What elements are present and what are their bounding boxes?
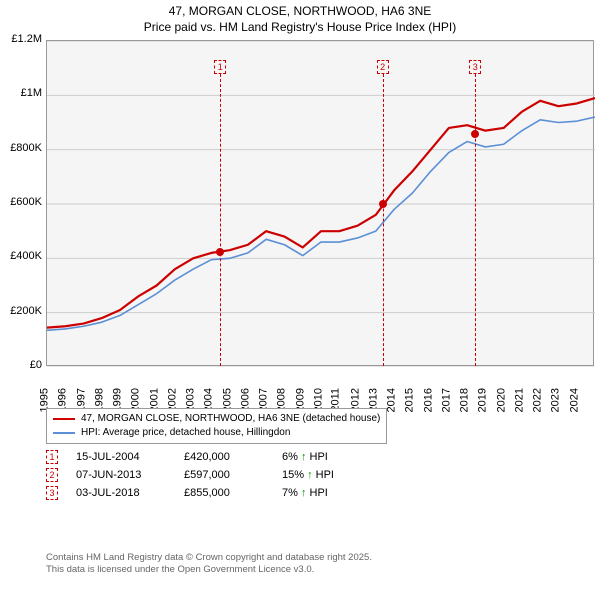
sales-row: 2 07-JUN-2013 £597,000 15% ↑ HPI [46,466,372,484]
legend-label: HPI: Average price, detached house, Hill… [81,426,290,440]
sales-row-date: 07-JUN-2013 [76,469,166,481]
x-tick-label: 2023 [550,388,562,412]
chart-title: 47, MORGAN CLOSE, NORTHWOOD, HA6 3NE Pri… [0,0,600,35]
sales-row-index: 2 [46,468,58,482]
sales-row: 1 15-JUL-2004 £420,000 6% ↑ HPI [46,448,372,466]
sales-row-diff: 7% ↑ HPI [282,487,372,499]
title-line-1: 47, MORGAN CLOSE, NORTHWOOD, HA6 3NE [0,4,600,20]
sale-marker-box: 3 [469,60,481,74]
sales-row-diff: 6% ↑ HPI [282,451,372,463]
x-tick-label: 2020 [495,388,507,412]
sales-row-price: £420,000 [184,451,264,463]
legend-swatch [53,418,75,420]
sales-row-price: £597,000 [184,469,264,481]
x-tick-label: 2022 [532,388,544,412]
sales-row-index: 1 [46,450,58,464]
sale-marker-dot [379,200,387,208]
x-tick-label: 2021 [513,388,525,412]
x-tick-label: 2019 [477,388,489,412]
legend: 47, MORGAN CLOSE, NORTHWOOD, HA6 3NE (de… [46,408,387,444]
chart-container: 47, MORGAN CLOSE, NORTHWOOD, HA6 3NE Pri… [0,0,600,590]
y-tick-label: £1.2M [2,33,42,45]
footer-line-2: This data is licensed under the Open Gov… [46,564,372,576]
y-tick-label: £0 [2,359,42,371]
sales-row-date: 15-JUL-2004 [76,451,166,463]
x-tick-label: 2016 [422,388,434,412]
x-tick-label: 2015 [404,388,416,412]
sale-marker-line [220,74,221,366]
x-tick-label: 2024 [568,388,580,412]
y-tick-label: £1M [2,87,42,99]
footer-attribution: Contains HM Land Registry data © Crown c… [46,552,372,577]
y-tick-label: £800K [2,142,42,154]
sale-marker-box: 1 [214,60,226,74]
y-tick-label: £600K [2,196,42,208]
y-tick-label: £400K [2,250,42,262]
title-line-2: Price paid vs. HM Land Registry's House … [0,20,600,36]
plot-svg [47,41,595,367]
up-arrow-icon: ↑ [307,469,313,481]
footer-line-1: Contains HM Land Registry data © Crown c… [46,552,372,564]
sales-row-price: £855,000 [184,487,264,499]
legend-label: 47, MORGAN CLOSE, NORTHWOOD, HA6 3NE (de… [81,412,380,426]
legend-item: 47, MORGAN CLOSE, NORTHWOOD, HA6 3NE (de… [53,412,380,426]
sale-marker-box: 2 [377,60,389,74]
x-tick-label: 2018 [459,388,471,412]
plot-area [46,40,594,366]
up-arrow-icon: ↑ [301,451,307,463]
legend-item: HPI: Average price, detached house, Hill… [53,426,380,440]
sales-row-date: 03-JUL-2018 [76,487,166,499]
sale-marker-line [383,74,384,366]
sales-row: 3 03-JUL-2018 £855,000 7% ↑ HPI [46,484,372,502]
legend-swatch [53,432,75,434]
sales-table: 1 15-JUL-2004 £420,000 6% ↑ HPI 2 07-JUN-2013… [46,448,372,502]
sales-row-index: 3 [46,486,58,500]
sale-marker-dot [471,130,479,138]
up-arrow-icon: ↑ [301,487,307,499]
y-tick-label: £200K [2,305,42,317]
sale-marker-dot [216,248,224,256]
sales-row-diff: 15% ↑ HPI [282,469,372,481]
sale-marker-line [475,74,476,366]
x-tick-label: 2017 [440,388,452,412]
